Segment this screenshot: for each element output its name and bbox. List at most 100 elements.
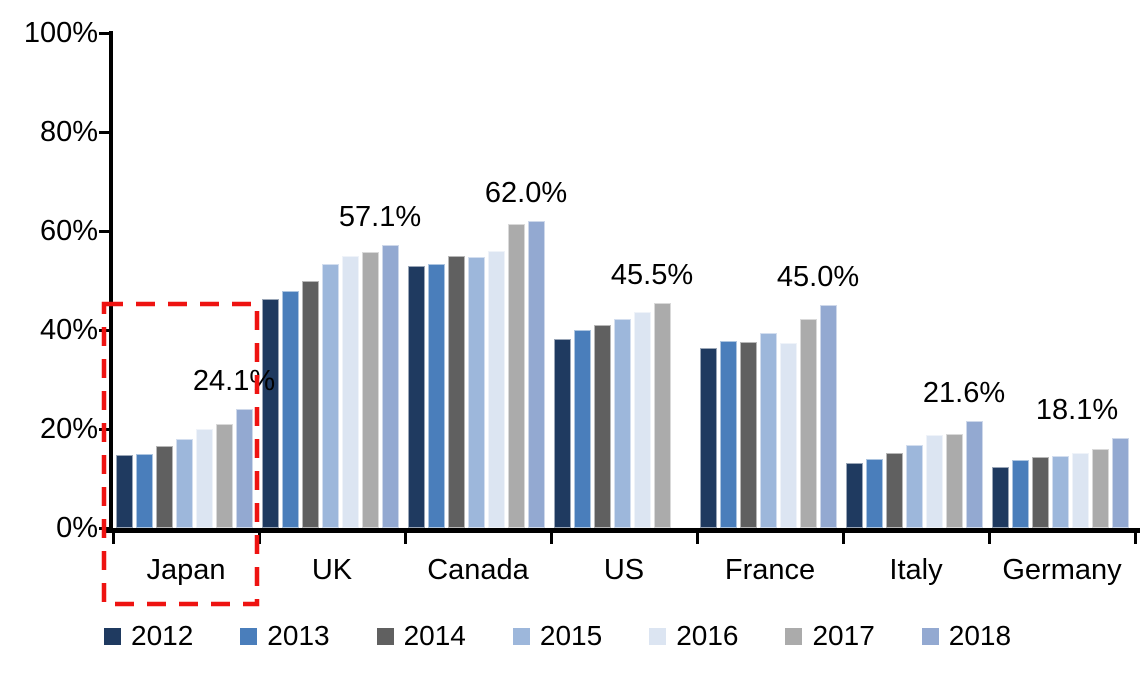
x-label-italy: Italy	[889, 554, 943, 586]
y-tick-mark	[99, 130, 113, 134]
bar-france-2016	[780, 343, 797, 528]
bar-italy-2014	[886, 452, 903, 528]
legend-swatch-2015	[512, 627, 530, 645]
y-axis-line	[109, 31, 113, 533]
legend-entry-2014: 2014	[376, 620, 466, 652]
bar-uk-2013	[282, 291, 299, 528]
legend-swatch-2013	[240, 627, 258, 645]
bar-germany-2016	[1072, 452, 1089, 528]
data-label-uk: 57.1%	[338, 201, 422, 234]
legend-entry-2017: 2017	[785, 620, 875, 652]
bar-italy-2015	[906, 445, 923, 528]
bar-france-2014	[740, 341, 757, 528]
bar-us-2017	[654, 302, 671, 528]
bar-france-2018	[820, 305, 837, 528]
bar-italy-2016	[926, 434, 943, 528]
legend-entry-2016: 2016	[649, 620, 738, 652]
bar-canada-2017	[508, 223, 525, 528]
x-label-france: France	[724, 554, 816, 586]
bar-germany-2013	[1012, 460, 1029, 528]
legend-swatch-2012	[104, 627, 121, 645]
bar-uk-2014	[302, 280, 319, 528]
legend-swatch-2018	[921, 627, 939, 645]
bar-germany-2012	[992, 466, 1009, 528]
bar-japan-2014	[156, 446, 173, 528]
data-label-us: 45.5%	[610, 258, 694, 291]
bar-japan-2013	[136, 454, 153, 528]
legend-swatch-2014	[376, 627, 394, 645]
bar-germany-2015	[1052, 455, 1069, 528]
bar-italy-2018	[966, 421, 983, 528]
bar-france-2013	[720, 341, 737, 528]
bar-japan-2016	[196, 429, 213, 528]
x-label-japan: Japan	[146, 554, 226, 586]
y-tick-mark	[99, 31, 113, 35]
data-label-japan: 24.1%	[192, 364, 276, 397]
x-tick-mark	[1133, 531, 1137, 544]
data-label-italy: 21.6%	[922, 377, 1006, 410]
legend-entry-2013: 2013	[240, 620, 330, 652]
x-axis-line	[104, 528, 1140, 533]
bar-us-2013	[574, 330, 591, 528]
legend-label-2018: 2018	[948, 620, 1012, 651]
legend-entry-2012: 2012	[104, 620, 193, 652]
bar-france-2012	[700, 347, 717, 528]
bar-us-2012	[554, 338, 571, 528]
bar-japan-2017	[216, 424, 233, 528]
data-label-canada: 62.0%	[484, 177, 568, 210]
bar-canada-2018	[528, 221, 545, 528]
bar-us-2016	[634, 312, 651, 528]
bar-germany-2014	[1032, 457, 1049, 528]
x-tick-mark	[841, 531, 845, 544]
y-tick-label: 0%	[56, 512, 98, 544]
x-label-canada: Canada	[427, 554, 529, 586]
legend-label-2016: 2016	[676, 620, 739, 651]
bar-canada-2014	[448, 256, 465, 528]
legend-swatch-2017	[785, 627, 803, 645]
bar-canada-2012	[408, 265, 425, 528]
data-label-france: 45.0%	[776, 261, 860, 294]
bar-uk-2015	[322, 263, 339, 528]
bar-france-2015	[760, 332, 777, 528]
x-tick-mark	[111, 531, 115, 544]
bar-germany-2017	[1092, 449, 1109, 528]
bar-us-2015	[614, 318, 631, 528]
bar-japan-2018	[236, 408, 253, 528]
y-tick-mark	[99, 229, 113, 233]
y-tick-label: 100%	[23, 17, 98, 49]
legend-label-2015: 2015	[539, 620, 603, 651]
legend-label-2013: 2013	[267, 620, 330, 651]
bar-canada-2015	[468, 257, 485, 528]
x-tick-mark	[987, 531, 991, 544]
legend-label-2012: 2012	[131, 620, 194, 651]
x-label-germany: Germany	[1002, 554, 1122, 586]
bar-uk-2012	[262, 298, 279, 528]
y-tick-label: 60%	[39, 215, 98, 247]
bar-japan-2012	[116, 454, 133, 528]
y-tick-label: 40%	[39, 314, 98, 346]
y-tick-label: 20%	[39, 413, 98, 445]
legend-label-2014: 2014	[403, 620, 466, 651]
x-tick-mark	[549, 531, 553, 544]
bar-france-2017	[800, 318, 817, 528]
legend-entry-2015: 2015	[512, 620, 603, 652]
legend-swatch-2016	[649, 627, 667, 645]
bar-italy-2017	[946, 433, 963, 528]
bar-us-2014	[594, 325, 611, 528]
bar-canada-2013	[428, 264, 445, 528]
bar-canada-2016	[488, 250, 505, 528]
data-label-germany: 18.1%	[1035, 394, 1119, 427]
bar-uk-2018	[382, 245, 399, 528]
x-label-us: US	[603, 554, 645, 586]
bar-uk-2016	[342, 256, 359, 528]
x-label-uk: UK	[311, 554, 353, 586]
y-tick-label: 80%	[39, 116, 98, 148]
x-tick-mark	[695, 531, 699, 544]
bar-uk-2017	[362, 251, 379, 528]
bar-italy-2013	[866, 458, 883, 528]
legend: 2012 2013 2014 2015 2016 2017 2018	[104, 616, 1058, 656]
bar-germany-2018	[1112, 438, 1129, 528]
legend-label-2017: 2017	[812, 620, 875, 651]
bar-japan-2015	[176, 439, 193, 528]
